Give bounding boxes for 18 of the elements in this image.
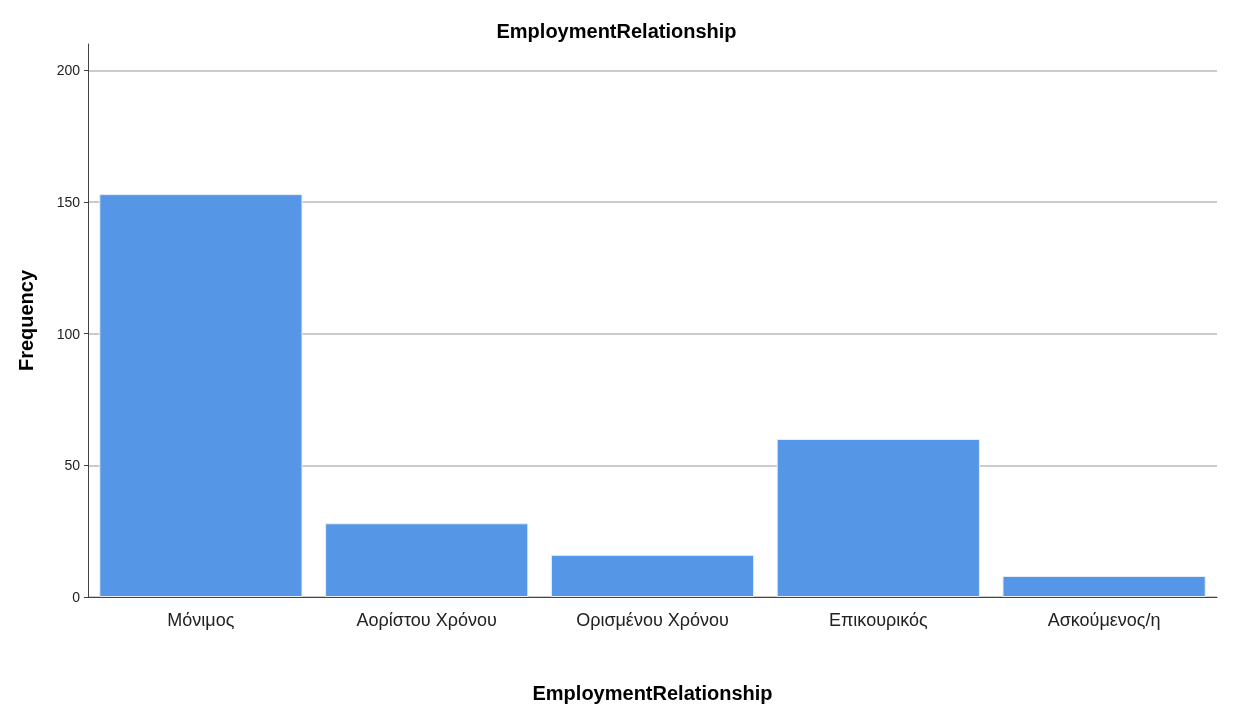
bar	[99, 194, 303, 597]
y-tick-label: 0	[72, 589, 81, 605]
x-tick-label: Μόνιμος	[167, 610, 235, 630]
bar	[325, 523, 529, 597]
y-tick-label: 100	[56, 325, 81, 342]
y-axis-title: Frequency	[15, 269, 37, 372]
x-tick-label: Ασκούμενος/η	[1047, 610, 1161, 630]
x-tick-label: Ορισμένου Χρόνου	[576, 610, 729, 630]
x-tick-label: Αορίστου Χρόνου	[356, 610, 497, 630]
bar	[1002, 575, 1206, 597]
bar	[776, 439, 980, 597]
x-tick-label: Επικουρικός	[828, 610, 929, 630]
chart-title: EmploymentRelationship	[496, 20, 737, 42]
y-tick-label: 200	[56, 62, 81, 79]
y-tick-label: 150	[56, 194, 81, 210]
y-tick-label: 50	[64, 457, 81, 474]
x-axis-title: EmploymentRelationship	[532, 682, 773, 704]
bar	[550, 554, 755, 597]
